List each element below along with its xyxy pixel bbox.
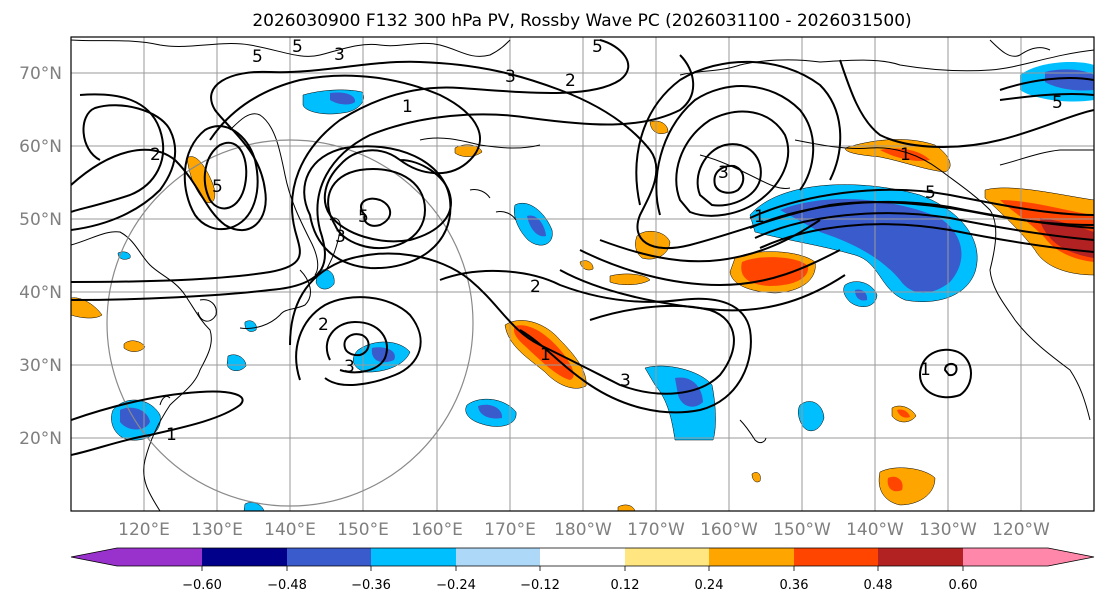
lon-label: 180°W: [554, 520, 612, 540]
lon-label: 170°W: [627, 520, 685, 540]
contour-label: 1: [900, 145, 911, 165]
contour-label: 3: [718, 163, 729, 183]
contour-label: 2: [318, 315, 329, 335]
colorbar-tick-label: −0.24: [436, 578, 476, 593]
colorbar-tick-label: 0.48: [864, 578, 893, 593]
contour-label: 3: [335, 227, 346, 247]
colorbar-swatch: [117, 548, 202, 566]
lat-label: 60°N: [19, 137, 62, 157]
lon-label: 160°W: [700, 520, 758, 540]
lon-label: 160°E: [411, 520, 463, 540]
longitude-labels: 120°E 130°E 140°E 150°E 160°E 170°E 180°…: [118, 520, 1050, 540]
lat-label: 40°N: [19, 283, 62, 303]
contour-label: 5: [1052, 93, 1063, 113]
lon-label: 150°E: [337, 520, 389, 540]
contour-label: 5: [592, 37, 603, 57]
colorbar-tick-label: 0.12: [611, 578, 640, 593]
lon-label: 140°W: [846, 520, 904, 540]
contour-label: 1: [920, 360, 931, 380]
colorbar-tick-label: 0.36: [780, 578, 809, 593]
colorbar-swatch: [794, 548, 878, 566]
contour-label: 1: [754, 207, 765, 227]
lon-label: 130°E: [191, 520, 243, 540]
contour-label: 5: [212, 177, 223, 197]
lon-label: 120°E: [118, 520, 170, 540]
lon-label: 130°W: [919, 520, 977, 540]
colorbar-swatch: [202, 548, 287, 566]
figure-title: 2026030900 F132 300 hPa PV, Rossby Wave …: [252, 11, 911, 31]
lat-label: 30°N: [19, 356, 62, 376]
colorbar-swatch: [456, 548, 540, 566]
colorbar-extend-low: [71, 548, 117, 566]
colorbar-swatch: [540, 548, 625, 566]
colorbar-tick-label: −0.60: [182, 578, 222, 593]
lon-label: 170°E: [484, 520, 536, 540]
lat-label: 20°N: [19, 429, 62, 449]
colorbar: −0.60 −0.48 −0.36 −0.24 −0.12 0.12 0.24 …: [70, 547, 1095, 593]
contour-labels: 5 5 3 5 1 3 2 5 5 3 5 2 2 1 1 3 3 2 3 1 …: [150, 37, 1063, 445]
colorbar-swatch: [963, 548, 1048, 566]
contour-label: 2: [150, 145, 161, 165]
map-frame: [70, 36, 1095, 512]
contour-label: 1: [166, 425, 177, 445]
lon-label: 120°W: [992, 520, 1050, 540]
contour-label: 2: [530, 277, 541, 297]
contour-label: 3: [344, 357, 355, 377]
colorbar-tick-label: −0.36: [351, 578, 391, 593]
reference-circle: [106, 139, 474, 507]
colorbar-extend-high: [1048, 548, 1094, 566]
colorbar-tick-label: 0.60: [949, 578, 978, 593]
colorbar-swatch: [371, 548, 456, 566]
map-panel: 5 5 3 5 1 3 2 5 5 3 5 2 2 1 1 3 3 2 3 1 …: [71, 37, 1094, 511]
contour-label: 3: [620, 371, 631, 391]
contour-label: 1: [402, 97, 413, 117]
contour-label: 5: [292, 37, 303, 57]
contour-label: 5: [358, 207, 369, 227]
colorbar-swatch: [625, 548, 709, 566]
lon-label: 140°E: [264, 520, 316, 540]
lon-label: 150°W: [773, 520, 831, 540]
colorbar-tick-label: −0.48: [267, 578, 307, 593]
lat-label: 50°N: [19, 210, 62, 230]
contour-label: 2: [565, 71, 576, 91]
shading-positive: [71, 120, 1094, 511]
colorbar-tick-label: −0.12: [520, 578, 560, 593]
colorbar-swatch: [287, 548, 371, 566]
lat-label: 70°N: [19, 64, 62, 84]
colorbar-swatch: [878, 548, 963, 566]
colorbar-swatch: [709, 548, 794, 566]
contour-label: 5: [925, 183, 936, 203]
contour-label: 3: [505, 67, 516, 87]
latitude-labels: 70°N 60°N 50°N 40°N 30°N 20°N: [19, 64, 62, 449]
colorbar-tick-label: 0.24: [695, 578, 724, 593]
pc-contours: [71, 39, 1094, 456]
contour-label: 3: [334, 45, 345, 65]
contour-label: 5: [252, 47, 263, 67]
coastlines: [71, 39, 1094, 511]
contour-label: 1: [540, 345, 551, 365]
